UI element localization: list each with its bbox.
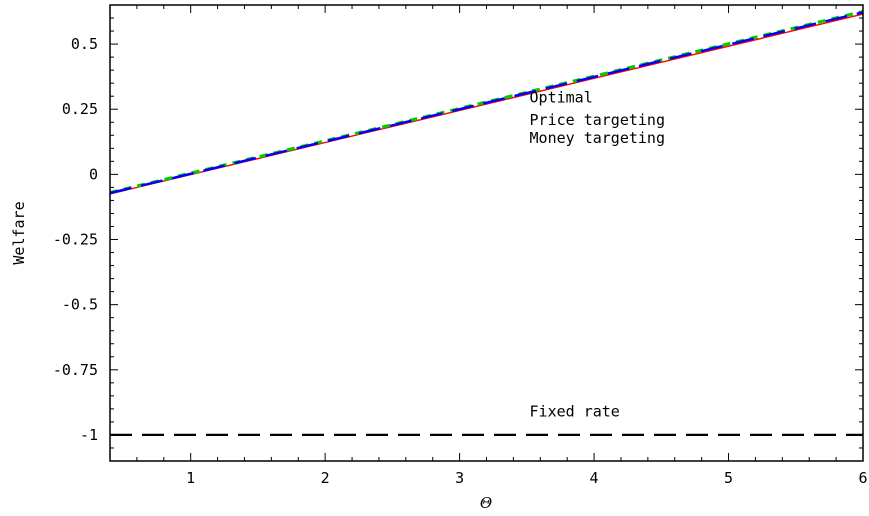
curve-label-price-targeting: Price targeting	[530, 111, 665, 129]
curve-label-optimal: Optimal	[530, 89, 593, 107]
tick-labels: 1 2 3 4 5 6 0.5 0.25 0 -0.25 -0.5 -0.75 -1	[53, 35, 868, 487]
series-line-money-targeting	[109, 11, 864, 195]
y-tick-label: -0.25	[53, 231, 98, 249]
x-tick-label: 2	[321, 469, 330, 487]
y-tick-label: 0.5	[71, 35, 98, 53]
x-tick-label: 4	[590, 469, 599, 487]
plot-frame	[109, 4, 864, 462]
x-tick-label: 3	[455, 469, 464, 487]
y-tick-label: 0.25	[62, 100, 98, 118]
curve-label-fixed-rate: Fixed rate	[530, 403, 620, 421]
y-tick-label: -0.75	[53, 361, 98, 379]
x-axis-label: Θ	[480, 494, 492, 512]
y-tick-label: -0.5	[62, 296, 98, 314]
x-tick-label: 5	[724, 469, 733, 487]
y-axis-label: Welfare	[10, 201, 28, 264]
curve-label-money-targeting: Money targeting	[530, 129, 665, 147]
series-layer	[109, 9, 864, 436]
ticks-layer	[109, 5, 864, 462]
x-tick-label: 6	[858, 469, 867, 487]
y-tick-label: -1	[80, 426, 98, 444]
x-tick-label: 1	[186, 469, 195, 487]
y-tick-label: 0	[89, 165, 98, 183]
